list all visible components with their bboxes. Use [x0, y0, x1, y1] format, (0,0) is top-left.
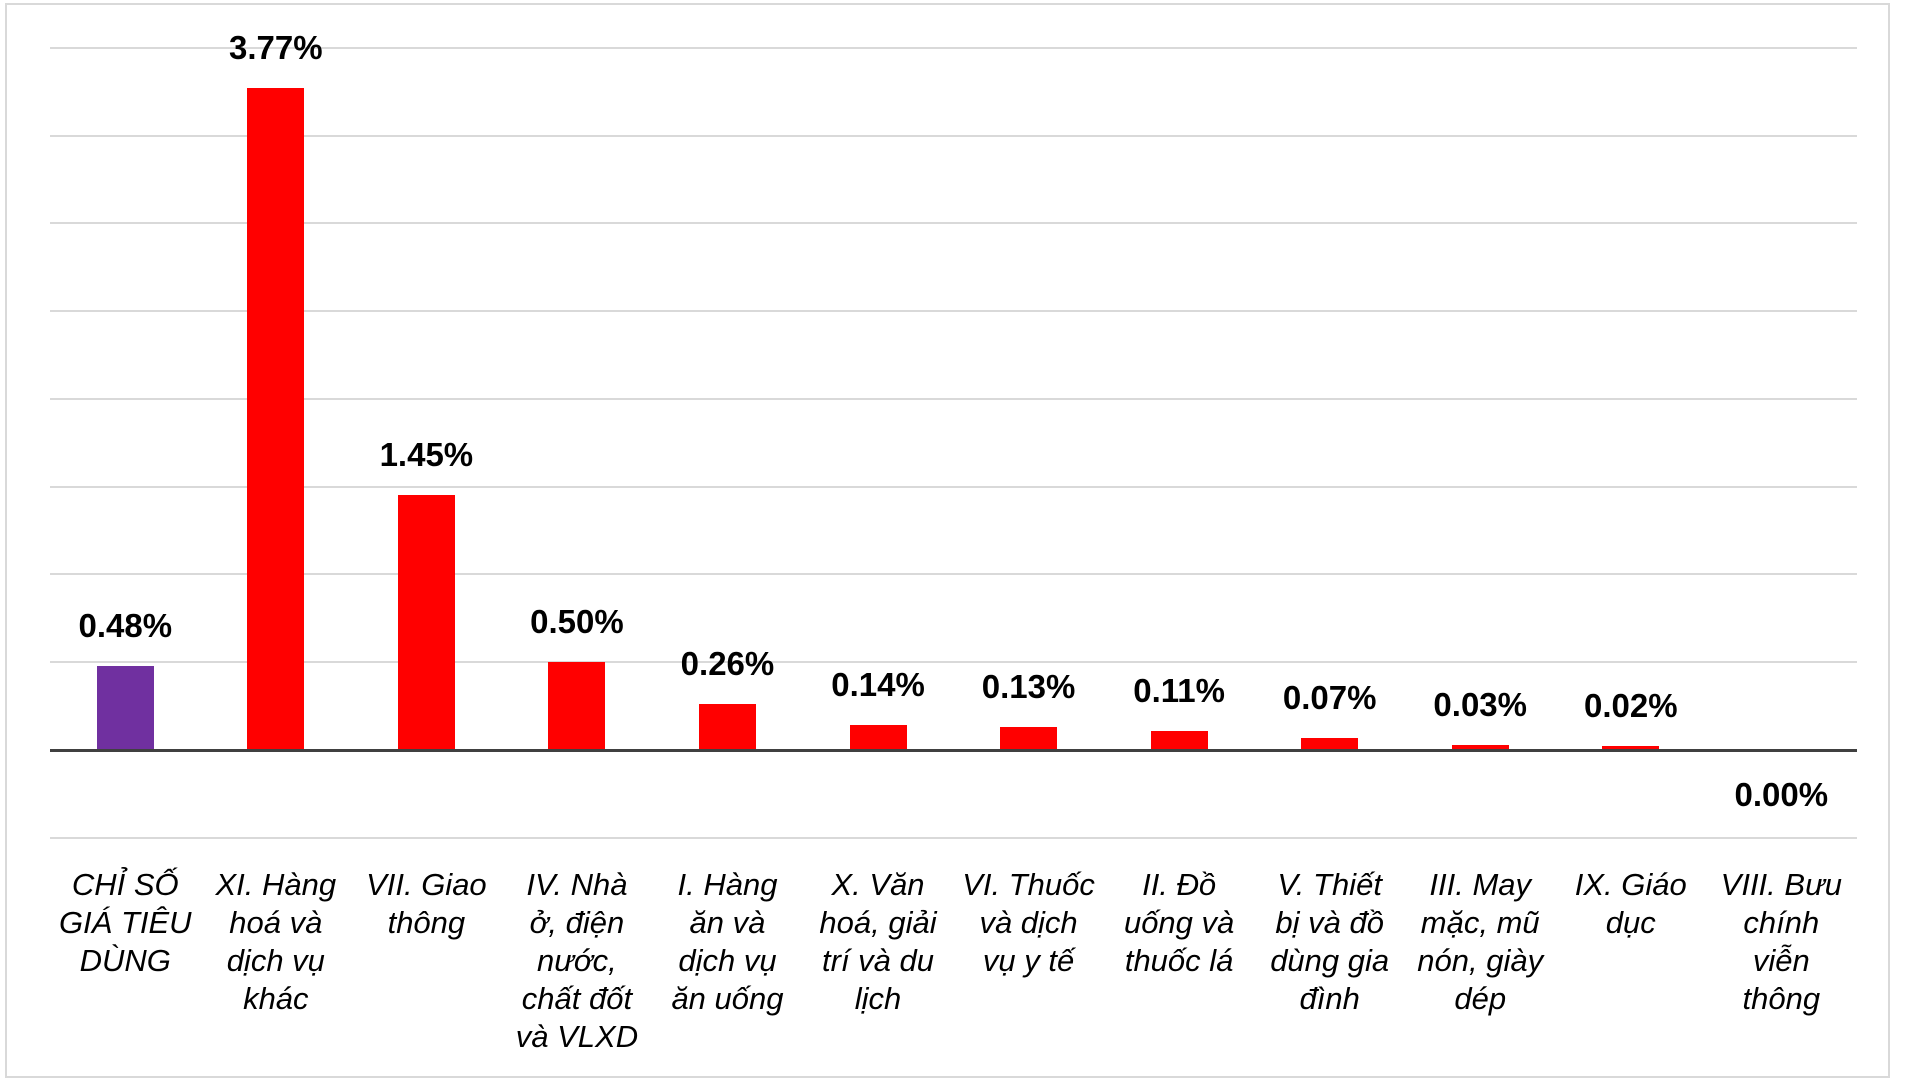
value-label: 0.50%: [530, 603, 624, 641]
category-label: VI. Thuốc và dịch vụ y tế: [962, 867, 1095, 978]
category-label: CHỈ SỐ GIÁ TIÊU DÙNG: [58, 867, 192, 978]
value-label: 3.77%: [229, 29, 323, 67]
gridline: [50, 573, 1857, 576]
gridline: [50, 46, 1857, 49]
category-label: X. Văn hoá, giải trí và du lịch: [819, 867, 937, 1016]
gridline: [50, 310, 1857, 313]
gridline: [50, 222, 1857, 225]
category-label: III. May mặc, mũ nón, giày dép: [1417, 867, 1544, 1016]
category-label: IX. Giáo dục: [1574, 867, 1687, 940]
gridline: [50, 485, 1857, 488]
bar: [397, 495, 455, 750]
value-label: 0.07%: [1282, 678, 1377, 716]
category-label: VIII. Bưu chính viễn thông: [1720, 867, 1842, 1016]
category-label: II. Đồ uống và thuốc lá: [1123, 867, 1235, 978]
value-label: 1.45%: [379, 436, 474, 474]
value-label: 0.11%: [1133, 671, 1225, 709]
category-label: VII. Giao thông: [366, 867, 487, 940]
bar: [698, 704, 756, 750]
gridline: [50, 661, 1857, 664]
bar: [247, 88, 305, 750]
category-label: IV. Nhà ở, điện nước, chất đốt và VLXD: [515, 867, 639, 1054]
value-label: 0.02%: [1583, 687, 1678, 725]
category-label: XI. Hàng hoá và dịch vụ khác: [215, 867, 337, 1016]
bar: [96, 665, 154, 750]
gridline: [50, 397, 1857, 400]
bar: [1451, 744, 1509, 750]
bar: [1301, 737, 1359, 750]
value-label: 0.03%: [1433, 685, 1527, 723]
bar: [548, 662, 606, 750]
chart-border: [5, 3, 1890, 1078]
value-label: 0.14%: [831, 666, 925, 704]
value-label: 0.26%: [680, 645, 775, 683]
bar: [1602, 746, 1660, 750]
bar: [1000, 727, 1058, 750]
gridline: [50, 134, 1857, 137]
value-label: 0.00%: [1734, 776, 1829, 813]
category-label: V. Thiết bị và đồ dùng gia đình: [1270, 867, 1390, 1016]
bar: [849, 725, 907, 750]
category-label: I. Hàng ăn và dịch vụ ăn uống: [671, 867, 784, 1016]
x-axis-line: [50, 748, 1857, 752]
gridline: [50, 836, 1857, 839]
bar: [1150, 730, 1208, 750]
value-label: 0.13%: [981, 668, 1076, 706]
value-label: 0.48%: [78, 606, 173, 644]
